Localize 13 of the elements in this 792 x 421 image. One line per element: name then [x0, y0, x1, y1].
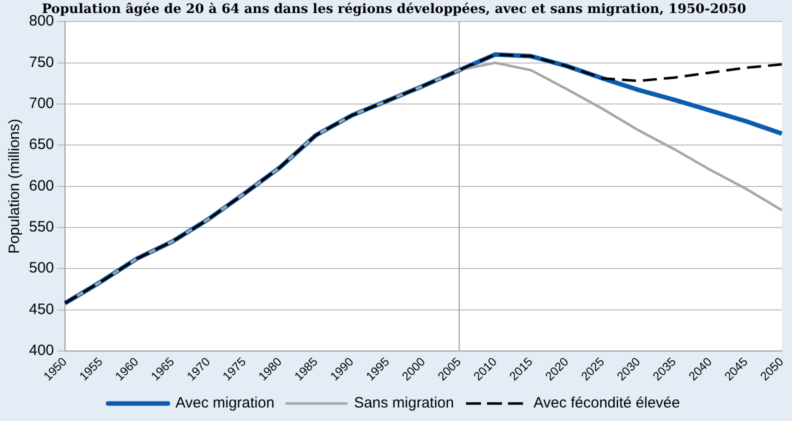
- y-tick-label: 650: [28, 136, 54, 154]
- y-tick-label: 700: [28, 95, 54, 112]
- y-tick-label: 750: [28, 54, 54, 71]
- y-tick-label: 400: [28, 342, 54, 360]
- legend-label: Sans migration: [354, 394, 454, 412]
- legend-label: Avec fécondité élevée: [533, 394, 680, 412]
- y-axis-title: Population (millions): [6, 118, 24, 254]
- y-tick-label: 550: [28, 218, 54, 236]
- y-tick-label: 500: [28, 260, 54, 277]
- y-tick-label: 600: [28, 177, 54, 194]
- y-tick-label: 450: [28, 300, 54, 318]
- y-tick-label: 800: [28, 12, 54, 30]
- legend-label: Avec migration: [176, 394, 274, 412]
